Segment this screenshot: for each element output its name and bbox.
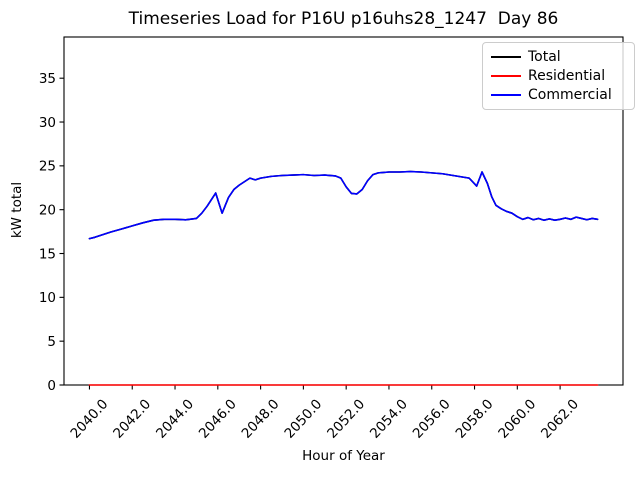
y-tick-label: 0 [47, 378, 56, 394]
legend-line-residential-icon [491, 74, 521, 77]
y-tick-label: 25 [39, 159, 56, 175]
legend-item-total: Total [491, 50, 626, 64]
x-tick-label: 2046.0 [196, 396, 240, 441]
x-tick-label: 2062.0 [538, 396, 582, 441]
y-tick-label: 20 [39, 202, 56, 218]
x-tick-label: 2060.0 [495, 396, 539, 441]
x-tick-label: 2048.0 [239, 396, 283, 441]
y-tick-label: 30 [39, 115, 56, 131]
chart-title: Timeseries Load for P16U p16uhs28_1247 D… [128, 9, 559, 29]
legend-label-total: Total [528, 48, 561, 65]
x-tick-label: 2054.0 [367, 396, 411, 441]
y-tick-label: 5 [47, 334, 56, 350]
legend-line-total-icon [491, 55, 521, 58]
x-tick-label: 2044.0 [153, 396, 197, 441]
legend: Total Residential Commercial [482, 42, 635, 110]
x-tick-label: 2056.0 [410, 396, 454, 441]
legend-item-commercial: Commercial [491, 88, 626, 102]
series-line-commercial [88, 170, 599, 240]
y-tick-label: 35 [39, 71, 56, 87]
legend-label-commercial: Commercial [528, 87, 612, 104]
y-tick-label: 10 [39, 290, 56, 306]
x-axis-label: Hour of Year [302, 448, 385, 464]
legend-label-residential: Residential [528, 67, 606, 84]
legend-line-commercial-icon [491, 94, 521, 97]
y-tick-label: 15 [39, 246, 56, 262]
y-axis-label: kW total [9, 181, 25, 239]
x-tick-label: 2052.0 [324, 396, 368, 441]
x-tick-label: 2040.0 [67, 396, 111, 441]
x-tick-label: 2050.0 [281, 396, 325, 441]
legend-item-residential: Residential [491, 69, 626, 83]
x-tick-label: 2058.0 [453, 396, 497, 441]
x-tick-label: 2042.0 [110, 396, 154, 441]
